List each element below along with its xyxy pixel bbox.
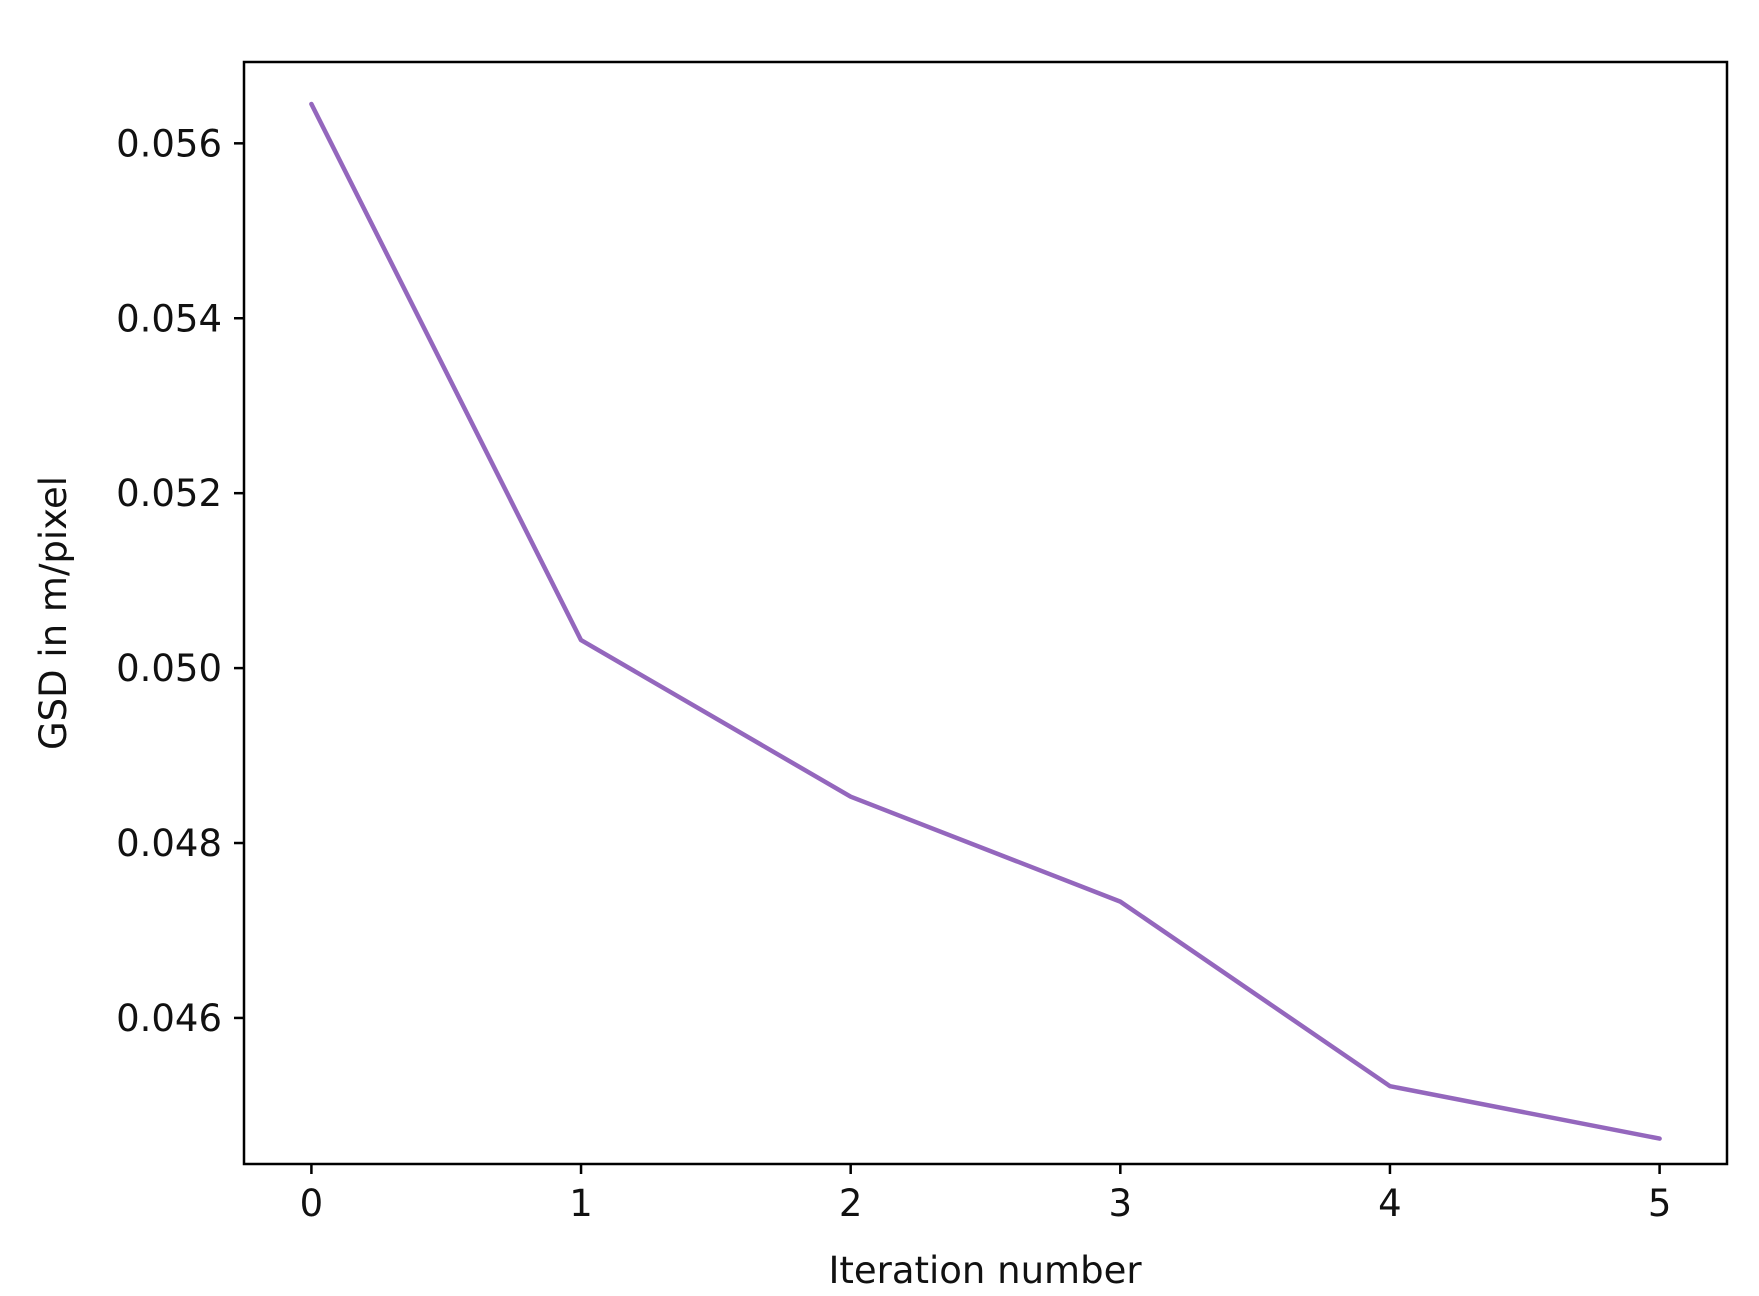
- x-axis-ticks: 0 1 2 3 4 5: [300, 1164, 1672, 1225]
- y-tick-label: 0.050: [116, 647, 222, 690]
- x-tick-label: 2: [839, 1182, 863, 1225]
- x-tick-label: 4: [1378, 1182, 1402, 1225]
- x-tick-label: 1: [569, 1182, 593, 1225]
- y-tick-label: 0.048: [116, 822, 222, 865]
- y-tick-label: 0.052: [116, 472, 222, 515]
- plot-frame: [242, 60, 1729, 1166]
- series-line: [309, 101, 1662, 1141]
- x-tick-label: 3: [1109, 1182, 1133, 1225]
- y-axis-label: GSD in m/pixel: [32, 476, 75, 750]
- y-tick-label: 0.054: [116, 297, 222, 340]
- x-axis-label: Iteration number: [828, 1249, 1142, 1292]
- y-tick-label: 0.056: [116, 122, 222, 165]
- series-group: [309, 101, 1662, 1141]
- x-tick-label: 0: [300, 1182, 324, 1225]
- y-axis-ticks: 0.046 0.048 0.050 0.052 0.054 0.056: [116, 122, 244, 1040]
- x-tick-label: 5: [1648, 1182, 1672, 1225]
- y-tick-label: 0.046: [116, 997, 222, 1040]
